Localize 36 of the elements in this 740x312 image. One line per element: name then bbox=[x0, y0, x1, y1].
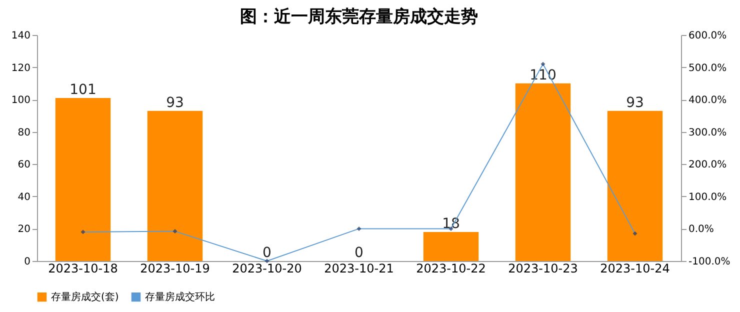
y-tick-label: 20 bbox=[18, 224, 30, 236]
y2-tick-label: 400.0% bbox=[688, 95, 727, 106]
data-label: 0 bbox=[354, 245, 364, 261]
x-tick-label: 2023-10-24 bbox=[600, 262, 670, 276]
x-tick-label: 2023-10-18 bbox=[48, 262, 118, 276]
data-label: 101 bbox=[70, 82, 96, 98]
bar bbox=[55, 98, 111, 261]
bar bbox=[515, 83, 571, 261]
legend-label: 存量房成交(套) bbox=[51, 291, 119, 304]
y-tick-label: 80 bbox=[18, 127, 30, 138]
y-tick-label: 60 bbox=[18, 160, 30, 171]
chart-title: 图：近一周东莞存量房成交走势 bbox=[240, 7, 478, 27]
y2-tick-label: 200.0% bbox=[688, 160, 727, 171]
x-tick-label: 2023-10-22 bbox=[416, 262, 486, 276]
bar bbox=[607, 110, 663, 261]
y2-tick-label: 600.0% bbox=[688, 30, 727, 42]
bar bbox=[423, 232, 479, 261]
y2-tick-label: 100.0% bbox=[688, 192, 727, 203]
y2-tick-label: 500.0% bbox=[688, 62, 727, 74]
y-tick-label: 120 bbox=[11, 62, 30, 74]
legend-label: 存量房成交环比 bbox=[145, 291, 215, 304]
data-label: 0 bbox=[262, 245, 272, 261]
data-label: 93 bbox=[626, 94, 644, 111]
y-tick-label: 0 bbox=[24, 256, 30, 268]
y-tick-label: 140 bbox=[11, 30, 30, 42]
y2-tick-label: 0.0% bbox=[688, 224, 714, 236]
y-tick-label: 40 bbox=[18, 192, 30, 203]
y-tick-label: 100 bbox=[11, 95, 30, 106]
x-tick-label: 2023-10-20 bbox=[232, 262, 302, 276]
y2-tick-label: -100.0% bbox=[688, 256, 730, 268]
x-tick-label: 2023-10-21 bbox=[324, 262, 394, 276]
x-tick-label: 2023-10-19 bbox=[140, 262, 210, 276]
data-label: 93 bbox=[166, 94, 184, 111]
y2-tick-label: 300.0% bbox=[688, 127, 727, 138]
bar bbox=[147, 110, 203, 261]
x-tick-label: 2023-10-23 bbox=[508, 262, 578, 276]
